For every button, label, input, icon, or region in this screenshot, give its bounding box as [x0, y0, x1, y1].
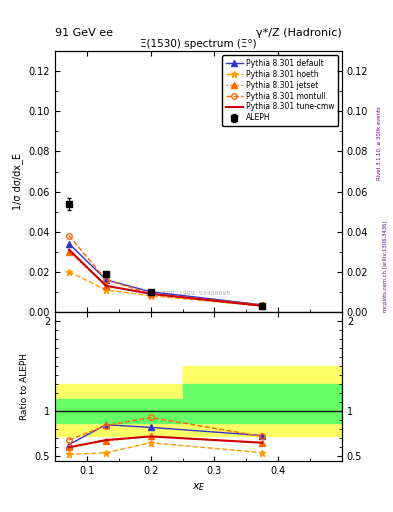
Pythia 8.301 tune-cmw: [260, 303, 264, 309]
Text: Rivet 3.1.10, ≥ 300k events: Rivet 3.1.10, ≥ 300k events: [377, 106, 382, 180]
Text: EPJC-1999, S3486095: EPJC-1999, S3486095: [163, 291, 231, 296]
Pythia 8.301 jetset: [148, 291, 153, 297]
Pythia 8.301 montull: [104, 276, 108, 283]
Pythia 8.301 default: [67, 241, 72, 247]
Line: Pythia 8.301 montull: Pythia 8.301 montull: [66, 233, 265, 308]
Line: Pythia 8.301 tune-cmw: Pythia 8.301 tune-cmw: [69, 250, 262, 306]
Pythia 8.301 tune-cmw: [104, 283, 108, 289]
Pythia 8.301 hoeth: [148, 293, 153, 299]
Pythia 8.301 jetset: [260, 303, 264, 309]
Pythia 8.301 montull: [148, 291, 153, 297]
Y-axis label: Ratio to ALEPH: Ratio to ALEPH: [20, 353, 29, 420]
Pythia 8.301 default: [104, 276, 108, 283]
Pythia 8.301 montull: [260, 302, 264, 308]
Text: γ*/Z (Hadronic): γ*/Z (Hadronic): [256, 28, 342, 38]
Line: Pythia 8.301 default: Pythia 8.301 default: [66, 241, 265, 308]
X-axis label: $x_E$: $x_E$: [192, 481, 205, 493]
Title: Ξ(1530) spectrum (Ξ°): Ξ(1530) spectrum (Ξ°): [140, 39, 257, 49]
Pythia 8.301 tune-cmw: [148, 291, 153, 297]
Line: Pythia 8.301 hoeth: Pythia 8.301 hoeth: [66, 268, 266, 309]
Pythia 8.301 montull: [67, 232, 72, 239]
Pythia 8.301 default: [260, 302, 264, 308]
Pythia 8.301 hoeth: [260, 303, 264, 309]
Text: 91 GeV ee: 91 GeV ee: [55, 28, 113, 38]
Pythia 8.301 jetset: [67, 249, 72, 255]
Text: mcplots.cern.ch [arXiv:1306.3436]: mcplots.cern.ch [arXiv:1306.3436]: [383, 221, 387, 312]
Legend: Pythia 8.301 default, Pythia 8.301 hoeth, Pythia 8.301 jetset, Pythia 8.301 mont: Pythia 8.301 default, Pythia 8.301 hoeth…: [222, 55, 338, 126]
Line: Pythia 8.301 jetset: Pythia 8.301 jetset: [66, 249, 265, 309]
Pythia 8.301 hoeth: [67, 269, 72, 275]
Pythia 8.301 tune-cmw: [67, 247, 72, 253]
Y-axis label: 1/σ dσ/dx_E: 1/σ dσ/dx_E: [12, 153, 23, 210]
Pythia 8.301 hoeth: [104, 287, 108, 293]
Pythia 8.301 jetset: [104, 283, 108, 289]
Pythia 8.301 default: [148, 289, 153, 295]
